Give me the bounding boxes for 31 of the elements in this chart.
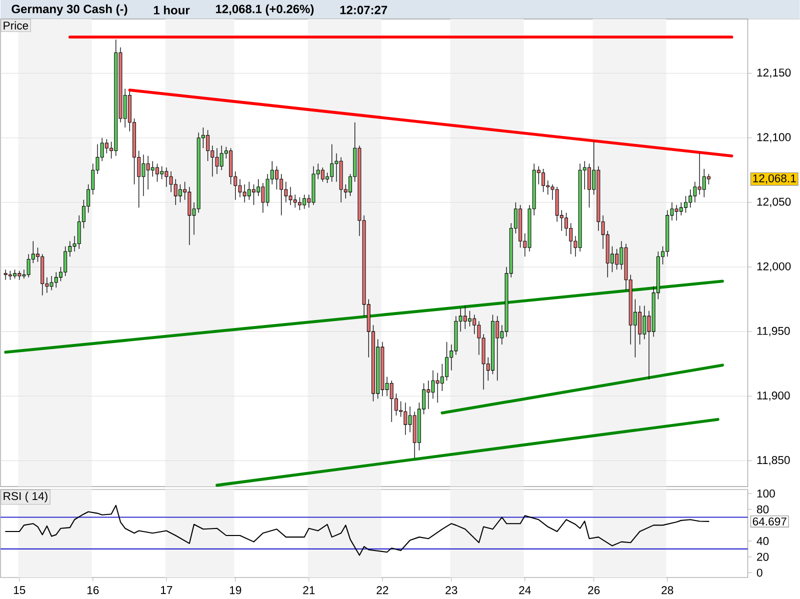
y-tick-label: 12,100 [757, 132, 791, 142]
chart-subtitle: 1 hour [154, 5, 190, 14]
x-tick-label: 24 [519, 586, 531, 594]
y-tick-label: 40 [756, 536, 769, 545]
y-tick-label: 12,050 [757, 198, 791, 207]
x-tick-label: 17 [160, 586, 172, 594]
y-tick-label: 80 [756, 505, 769, 514]
x-tick-label: 28 [662, 586, 674, 594]
chart-title: Germany 30 Cash (-) [12, 4, 128, 16]
x-tick-label: 19 [230, 586, 242, 594]
y-tick-label: 11,900 [757, 391, 790, 401]
text: 12,068.1 (+0.26%) [216, 4, 314, 16]
y-tick-label: 12,000 [757, 262, 791, 272]
x-tick-label: 26 [588, 586, 600, 594]
y-tick-label: 20 [757, 552, 769, 561]
y-tick-label: 0 [756, 568, 762, 576]
x-tick-label: 16 [87, 586, 99, 594]
annotation: Price [4, 21, 28, 30]
y-tick-label: 12,150 [757, 68, 791, 78]
text: 64.697 [752, 517, 786, 526]
y-tick-label: 100 [757, 489, 775, 498]
chart-title: RSI ( 14) [4, 492, 48, 502]
text: 12,068.1 [753, 174, 796, 184]
y-tick-label: 11,950 [757, 326, 790, 336]
y-tick-label: 11,850 [757, 456, 790, 466]
line-series [5, 504, 710, 556]
x-tick-label: 23 [446, 586, 458, 594]
x-tick-label: 22 [376, 586, 388, 594]
x-tick-label: 21 [303, 586, 315, 594]
text: 12:07:27 [340, 6, 388, 14]
x-tick-label: 15 [14, 586, 26, 594]
